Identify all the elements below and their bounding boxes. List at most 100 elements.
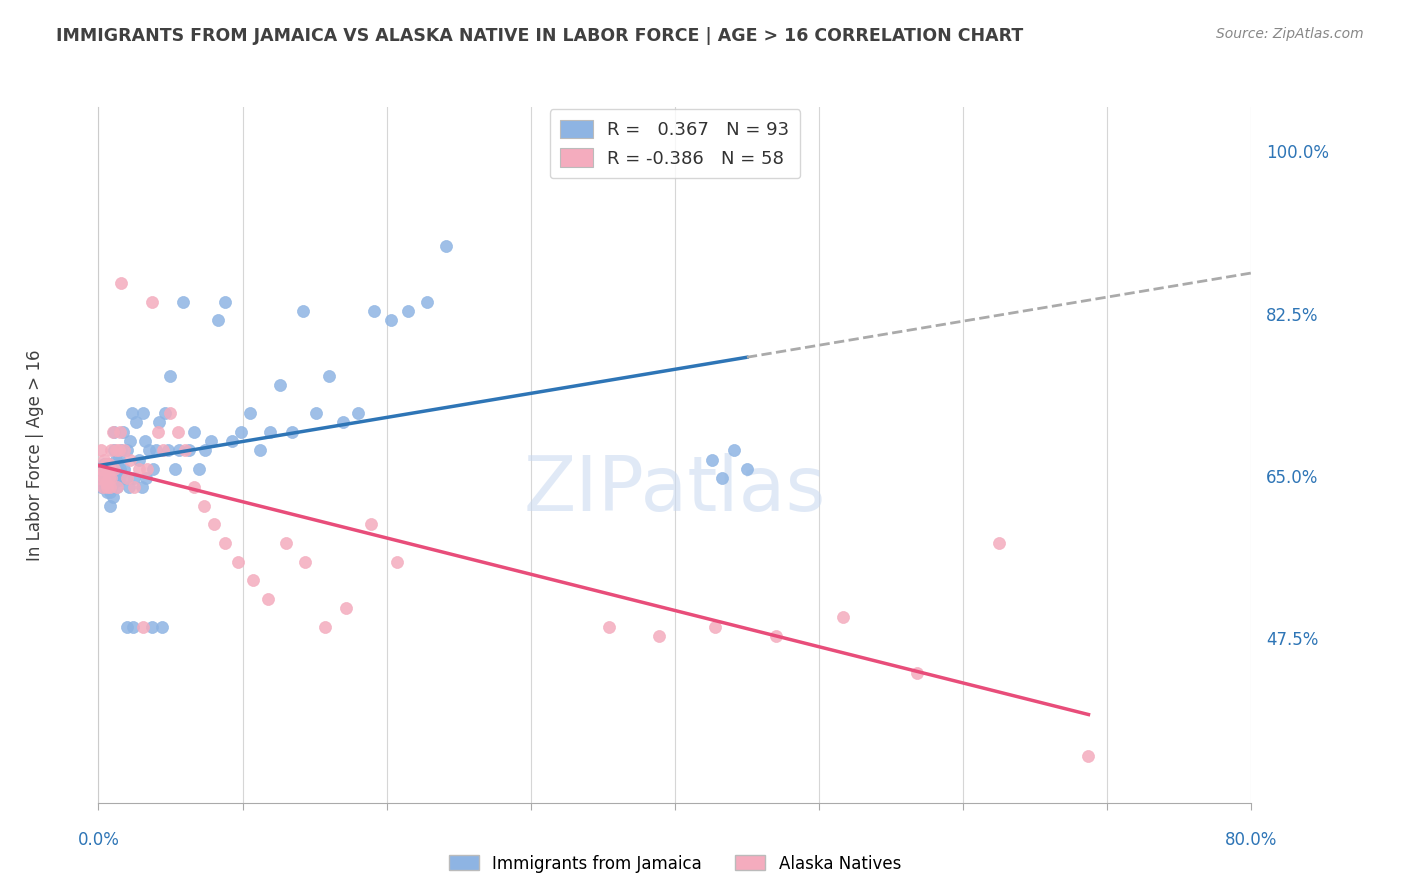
Point <box>905 665 928 680</box>
Point <box>120 434 142 448</box>
Point <box>103 443 125 458</box>
Point <box>96 485 118 500</box>
Point <box>207 313 229 327</box>
Point <box>156 443 179 458</box>
Point <box>335 601 357 615</box>
Point <box>132 406 155 420</box>
Text: Source: ZipAtlas.com: Source: ZipAtlas.com <box>1216 27 1364 41</box>
Point <box>363 304 385 318</box>
Point <box>101 475 124 490</box>
Point <box>221 434 243 448</box>
Point <box>711 471 734 485</box>
Point <box>396 304 419 318</box>
Point <box>128 452 150 467</box>
Point <box>103 425 125 439</box>
Point <box>188 462 211 476</box>
Point <box>90 462 112 476</box>
Point <box>105 480 128 494</box>
Text: 0.0%: 0.0% <box>77 830 120 848</box>
Point <box>90 443 112 458</box>
Point <box>702 452 724 467</box>
Point <box>91 462 114 476</box>
Point <box>110 277 132 291</box>
Text: In Labor Force | Age > 16: In Labor Force | Age > 16 <box>25 349 44 561</box>
Point <box>91 462 114 476</box>
Point <box>110 467 132 481</box>
Point <box>104 452 127 467</box>
Point <box>124 480 146 494</box>
Point <box>94 471 117 485</box>
Point <box>93 471 115 485</box>
Text: ZIPatlas: ZIPatlas <box>523 453 827 526</box>
Point <box>172 294 194 309</box>
Point <box>332 416 354 430</box>
Point <box>200 434 222 448</box>
Point <box>125 416 148 430</box>
Point <box>100 480 122 494</box>
Point <box>131 480 153 494</box>
Point <box>274 536 297 550</box>
Point <box>97 457 120 471</box>
Point <box>97 471 120 485</box>
Point <box>294 555 316 569</box>
Point <box>434 239 457 253</box>
Point <box>385 555 408 569</box>
Point <box>96 462 118 476</box>
Point <box>90 462 112 476</box>
Point <box>108 425 131 439</box>
Point <box>416 294 439 309</box>
Point <box>132 619 155 633</box>
Point <box>305 406 328 420</box>
Point <box>988 536 1011 550</box>
Point <box>98 462 121 476</box>
Point <box>107 473 129 487</box>
Point <box>91 475 114 490</box>
Point <box>167 443 190 458</box>
Point <box>765 629 787 643</box>
Legend: Immigrants from Jamaica, Alaska Natives: Immigrants from Jamaica, Alaska Natives <box>441 848 908 880</box>
Point <box>360 517 382 532</box>
Point <box>100 443 122 458</box>
Point <box>94 462 117 476</box>
Point <box>174 443 197 458</box>
Point <box>120 452 142 467</box>
Point <box>118 480 141 494</box>
Point <box>179 443 201 458</box>
Point <box>269 378 291 392</box>
Point <box>93 457 115 471</box>
Point <box>723 443 745 458</box>
Point <box>152 443 174 458</box>
Point <box>97 457 120 471</box>
Point <box>194 443 217 458</box>
Point <box>89 471 111 485</box>
Point <box>93 471 115 485</box>
Point <box>94 475 117 490</box>
Point <box>135 471 157 485</box>
Point <box>648 629 671 643</box>
Point <box>98 499 121 513</box>
Point <box>93 467 115 481</box>
Point <box>214 294 236 309</box>
Point <box>1077 749 1099 764</box>
Point <box>112 462 135 476</box>
Point <box>101 425 124 439</box>
Point <box>97 480 120 494</box>
Point <box>117 471 138 485</box>
Point <box>150 619 173 633</box>
Point <box>94 457 117 471</box>
Point <box>100 462 122 476</box>
Point <box>145 443 167 458</box>
Point <box>704 619 727 633</box>
Text: 65.0%: 65.0% <box>1265 469 1319 487</box>
Point <box>292 304 315 318</box>
Point <box>249 443 271 458</box>
Point <box>98 471 121 485</box>
Point <box>134 434 156 448</box>
Point <box>183 480 205 494</box>
Point <box>103 462 125 476</box>
Point <box>214 536 236 550</box>
Point <box>159 406 181 420</box>
Point <box>598 619 620 633</box>
Point <box>104 443 127 458</box>
Point <box>259 425 281 439</box>
